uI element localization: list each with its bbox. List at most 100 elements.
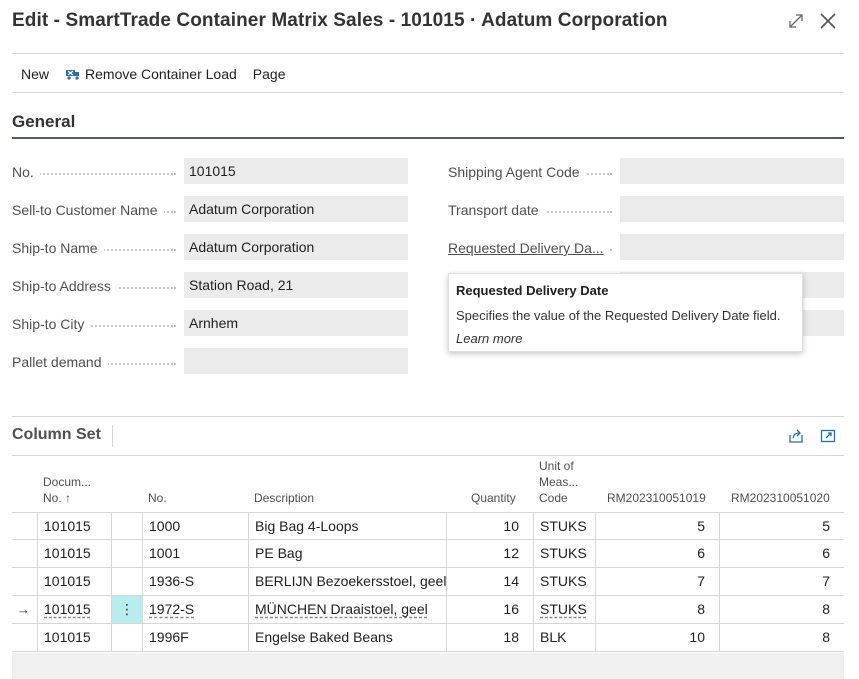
cell-unit-of-measure[interactable]: BLK bbox=[533, 624, 595, 651]
field-tooltip: Requested Delivery Date Specifies the va… bbox=[448, 273, 803, 352]
cell-rm202310051020[interactable]: 8 bbox=[719, 624, 844, 651]
column-header-unit-of-measure-code[interactable]: Unit of Meas... Code bbox=[539, 459, 579, 505]
cell-rm202310051020[interactable]: 5 bbox=[719, 513, 844, 540]
cell-row-menu[interactable] bbox=[111, 513, 142, 540]
cell-no[interactable]: 1972-S bbox=[142, 596, 248, 623]
cell-unit-of-measure[interactable]: STUKS bbox=[533, 568, 595, 595]
field-value-transport-date[interactable] bbox=[620, 196, 844, 222]
cell-quantity[interactable]: 12 bbox=[446, 540, 533, 567]
field-value-requested-delivery-date[interactable] bbox=[620, 234, 844, 260]
field-label-ship-to-city: Ship-to City bbox=[12, 310, 182, 338]
field-value-shipping-agent-code[interactable] bbox=[620, 158, 844, 184]
title-divider bbox=[12, 53, 844, 54]
new-button[interactable]: New bbox=[12, 62, 57, 86]
cell-description[interactable]: BERLIJN Bezoekersstoel, geel bbox=[248, 568, 446, 595]
table-row-selected[interactable]: → 101015 ⋮ 1972-S MÜNCHEN Draaistoel, ge… bbox=[12, 596, 844, 624]
cell-rm202310051019[interactable]: 8 bbox=[595, 596, 719, 623]
field-label-transport-date: Transport date bbox=[448, 196, 618, 224]
page-menu-button[interactable]: Page bbox=[245, 62, 294, 86]
row-marker-cell[interactable] bbox=[12, 513, 37, 540]
cell-description[interactable]: Engelse Baked Beans bbox=[248, 624, 446, 651]
grid-body: 101015 1000 Big Bag 4-Loops 10 STUKS 5 5… bbox=[12, 512, 844, 652]
title-bar: Edit - SmartTrade Container Matrix Sales… bbox=[12, 10, 847, 40]
table-row[interactable]: 101015 1996F Engelse Baked Beans 18 BLK … bbox=[12, 624, 844, 652]
field-value-no[interactable]: 101015 bbox=[184, 158, 408, 184]
cell-quantity[interactable]: 18 bbox=[446, 624, 533, 651]
cell-quantity[interactable]: 16 bbox=[446, 596, 533, 623]
cell-rm202310051019[interactable]: 10 bbox=[595, 624, 719, 651]
expand-icon[interactable] bbox=[784, 11, 808, 35]
action-bar: New Remove Container Load Page bbox=[12, 62, 293, 86]
column-header-description[interactable]: Description bbox=[254, 491, 315, 505]
part-title-column-set[interactable]: Column Set bbox=[12, 426, 101, 443]
section-title-general[interactable]: General bbox=[12, 112, 76, 131]
column-header-rm202310051019[interactable]: RM202310051019 bbox=[607, 491, 706, 505]
current-row-arrow-icon: → bbox=[17, 602, 30, 617]
open-in-new-window-icon[interactable] bbox=[819, 427, 837, 445]
cell-document-no[interactable]: 101015 bbox=[37, 624, 111, 651]
field-label-ship-to-name: Ship-to Name bbox=[12, 234, 182, 262]
cell-rm202310051020[interactable]: 6 bbox=[719, 540, 844, 567]
cell-no[interactable]: 1996F bbox=[142, 624, 248, 651]
close-icon[interactable] bbox=[816, 11, 840, 35]
cell-row-menu[interactable] bbox=[111, 568, 142, 595]
field-label-requested-delivery-date[interactable]: Requested Delivery Da... bbox=[448, 234, 618, 262]
tooltip-title: Requested Delivery Date bbox=[456, 283, 609, 298]
cell-no[interactable]: 1936-S bbox=[142, 568, 248, 595]
cell-rm202310051019[interactable]: 7 bbox=[595, 568, 719, 595]
cell-row-menu[interactable] bbox=[111, 540, 142, 567]
cell-description[interactable]: Big Bag 4-Loops bbox=[248, 513, 446, 540]
row-actions-menu-icon[interactable]: ⋮ bbox=[111, 596, 142, 623]
column-header-no[interactable]: No. bbox=[148, 491, 167, 505]
table-row[interactable]: 101015 1936-S BERLIJN Bezoekersstoel, ge… bbox=[12, 568, 844, 596]
remove-container-load-button[interactable]: Remove Container Load bbox=[57, 62, 245, 86]
field-value-ship-to-city[interactable]: Arnhem bbox=[184, 310, 408, 336]
tooltip-description: Specifies the value of the Requested Del… bbox=[456, 308, 781, 323]
cell-rm202310051020[interactable]: 8 bbox=[719, 596, 844, 623]
cell-rm202310051019[interactable]: 5 bbox=[595, 513, 719, 540]
tooltip-learn-more-link[interactable]: Learn more bbox=[456, 331, 523, 346]
cell-description[interactable]: PE Bag bbox=[248, 540, 446, 567]
column-header-rm202310051020[interactable]: RM202310051020 bbox=[731, 491, 830, 505]
cell-unit-of-measure[interactable]: STUKS bbox=[533, 596, 595, 623]
part-divider bbox=[12, 416, 844, 417]
column-header-document-no[interactable]: Docum... No. ↑ bbox=[43, 475, 92, 505]
cell-unit-of-measure[interactable]: STUKS bbox=[533, 540, 595, 567]
cell-unit-of-measure[interactable]: STUKS bbox=[533, 513, 595, 540]
field-value-ship-to-address[interactable]: Station Road, 21 bbox=[184, 272, 408, 298]
cell-document-no[interactable]: 101015 bbox=[37, 513, 111, 540]
cell-row-menu[interactable] bbox=[111, 624, 142, 651]
truck-remove-icon bbox=[65, 67, 81, 81]
row-marker-cell[interactable]: → bbox=[12, 596, 37, 623]
cell-no[interactable]: 1001 bbox=[142, 540, 248, 567]
field-label-pallet-demand: Pallet demand bbox=[12, 348, 182, 376]
row-marker-cell[interactable] bbox=[12, 540, 37, 567]
row-marker-cell[interactable] bbox=[12, 568, 37, 595]
cell-rm202310051020[interactable]: 7 bbox=[719, 568, 844, 595]
grid-header: Docum... No. ↑ No. Description Quantity … bbox=[12, 456, 844, 512]
field-value-pallet-demand[interactable] bbox=[184, 348, 408, 374]
cell-quantity[interactable]: 10 bbox=[446, 513, 533, 540]
action-divider bbox=[12, 92, 844, 93]
new-button-label: New bbox=[21, 66, 50, 82]
field-label-no: No. bbox=[12, 158, 182, 186]
table-row[interactable]: 101015 1001 PE Bag 12 STUKS 6 6 bbox=[12, 540, 844, 568]
section-underline bbox=[12, 137, 844, 139]
cell-document-no[interactable]: 101015 bbox=[37, 540, 111, 567]
field-label-shipping-agent-code: Shipping Agent Code bbox=[448, 158, 618, 186]
cell-quantity[interactable]: 14 bbox=[446, 568, 533, 595]
grid-top-divider bbox=[12, 455, 844, 456]
table-row[interactable]: 101015 1000 Big Bag 4-Loops 10 STUKS 5 5 bbox=[12, 512, 844, 540]
field-value-sell-to-customer-name[interactable]: Adatum Corporation bbox=[184, 196, 408, 222]
remove-container-load-label: Remove Container Load bbox=[85, 66, 237, 82]
cell-rm202310051019[interactable]: 6 bbox=[595, 540, 719, 567]
share-icon[interactable] bbox=[787, 427, 805, 445]
cell-document-no[interactable]: 101015 bbox=[37, 568, 111, 595]
page-title: Edit - SmartTrade Container Matrix Sales… bbox=[12, 10, 668, 31]
field-value-ship-to-name[interactable]: Adatum Corporation bbox=[184, 234, 408, 260]
column-header-quantity[interactable]: Quantity bbox=[471, 491, 516, 505]
row-marker-cell[interactable] bbox=[12, 624, 37, 651]
cell-description[interactable]: MÜNCHEN Draaistoel, geel bbox=[248, 596, 446, 623]
cell-no[interactable]: 1000 bbox=[142, 513, 248, 540]
cell-document-no[interactable]: 101015 bbox=[37, 596, 111, 623]
